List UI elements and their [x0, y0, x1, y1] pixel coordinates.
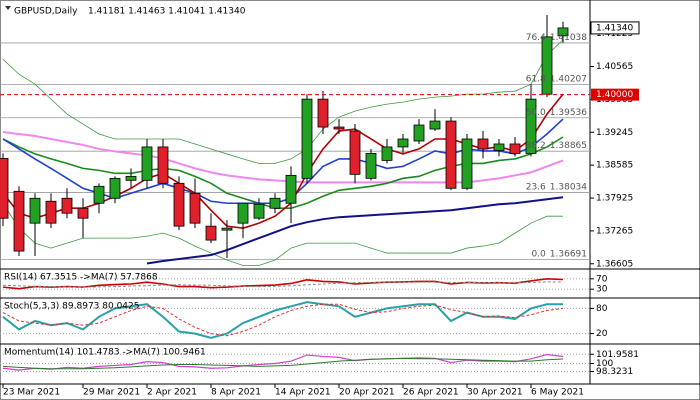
- fib-value: 1.41038: [550, 32, 587, 42]
- candle-body: [109, 177, 121, 199]
- candle-body: [237, 202, 249, 224]
- candle-body: [493, 143, 505, 151]
- x-tick-label: 14 Apr 2021: [275, 388, 331, 398]
- fib-label: 76.4 1.41038: [526, 32, 588, 42]
- candle-body: [301, 98, 313, 179]
- candle-body: [205, 225, 217, 241]
- candle-body: [29, 197, 41, 224]
- y-tick-label: 1.39245: [596, 128, 633, 138]
- y-tick-label: 70: [596, 274, 608, 284]
- x-tick-label: 23 Mar 2021: [3, 388, 60, 398]
- fib-level: 38.2: [526, 141, 546, 151]
- y-tick-label: 20: [596, 329, 608, 339]
- candle-body: [0, 158, 9, 219]
- candle-body: [349, 130, 361, 175]
- y-tick-label: 1.37265: [596, 226, 633, 236]
- indicator-line: [146, 196, 564, 265]
- candle-body: [557, 27, 569, 37]
- y-tick-label: 80: [596, 304, 608, 314]
- indicator-line: [2, 353, 564, 371]
- y-tick-label: 1.38585: [596, 161, 633, 171]
- indicator-title: RSI(14) 67.3515 ->MA(7) 57.7868: [4, 273, 158, 283]
- candle-body: [509, 143, 521, 154]
- candle-body: [125, 175, 137, 181]
- candle-body: [221, 227, 233, 231]
- candle-body: [269, 197, 281, 209]
- x-tick-label: 6 May 2021: [531, 388, 584, 398]
- fib-label: 23.6 1.38034: [526, 182, 588, 192]
- fib-value: 1.40207: [550, 74, 587, 84]
- candle-body: [397, 138, 409, 148]
- candle-body: [317, 98, 329, 128]
- fib-value: 1.36691: [550, 249, 587, 259]
- y-tick-label: 101.9581: [596, 350, 639, 360]
- indicator-line: [2, 281, 564, 288]
- candle-body: [541, 36, 553, 95]
- x-tick-label: 2 Apr 2021: [147, 388, 197, 398]
- fib-value: 1.39536: [550, 107, 587, 117]
- fib-label: 38.2 1.38865: [526, 141, 587, 151]
- fib-value: 1.38034: [550, 182, 587, 192]
- candle-body: [429, 120, 441, 130]
- x-tick-label: 30 Apr 2021: [467, 388, 523, 398]
- x-tick-label: 26 Apr 2021: [403, 388, 459, 398]
- indicator-line: [2, 357, 564, 370]
- candle-body: [525, 98, 537, 154]
- fib-label: 0.0 1.36691: [531, 249, 587, 259]
- indicator-title: Momentum(14) 101.4783 ->MA(7) 100.9461: [4, 348, 206, 358]
- y-tick-label: 1.37925: [596, 194, 633, 204]
- candle-body: [445, 120, 457, 189]
- y-tick-label: 1.36605: [596, 259, 633, 269]
- price-box: [590, 21, 640, 35]
- candle-body: [381, 146, 393, 161]
- candle-body: [173, 182, 185, 227]
- y-tick-label: 30: [596, 285, 608, 295]
- level-label: 1.40000: [596, 90, 633, 100]
- x-tick-label: 29 Mar 2021: [83, 388, 140, 398]
- fib-level: 61.8: [526, 74, 546, 84]
- fib-label: 50.0 1.39536: [526, 107, 588, 117]
- fib-value: 1.38865: [550, 141, 587, 151]
- chart-title: GBPUSD,Daily: [14, 7, 78, 17]
- chart-subtitle: 1.41181 1.41463 1.41041 1.41340: [88, 7, 246, 17]
- y-tick-label: 1.40565: [596, 62, 633, 72]
- candle-body: [285, 174, 297, 204]
- candle-body: [253, 203, 265, 219]
- plot-area: [0, 14, 590, 266]
- indicator-line: [2, 303, 564, 337]
- candle-body: [45, 200, 57, 224]
- x-tick-label: 8 Apr 2021: [211, 388, 261, 398]
- fib-level: 0.0: [531, 249, 546, 259]
- x-tick-label: 20 Apr 2021: [339, 388, 395, 398]
- candle-body: [77, 207, 89, 219]
- candle-body: [93, 185, 105, 204]
- candle-body: [13, 190, 25, 252]
- level-box: [591, 88, 639, 101]
- candle-body: [157, 146, 169, 184]
- fib-level: 50.0: [526, 107, 546, 117]
- indicator-title: Stoch(5,3,3) 89.8973 80.0425: [4, 302, 139, 312]
- price-label: 1.41340: [596, 23, 633, 33]
- fib-level: 23.6: [526, 182, 546, 192]
- candle-body: [189, 192, 201, 224]
- candle-body: [61, 197, 73, 214]
- candle-body: [365, 153, 377, 179]
- candle-body: [477, 138, 489, 150]
- y-tick-label: 100: [596, 359, 613, 369]
- menu-icon: [5, 6, 11, 10]
- candle-body: [141, 146, 153, 181]
- y-tick-label: 98.3231: [596, 367, 633, 377]
- candle-body: [413, 124, 425, 142]
- fib-level: 76.4: [526, 32, 546, 42]
- candle-body: [333, 126, 345, 130]
- indicator-line: [2, 203, 563, 266]
- candle-body: [461, 138, 473, 189]
- fib-label: 61.8 1.40207: [526, 74, 587, 84]
